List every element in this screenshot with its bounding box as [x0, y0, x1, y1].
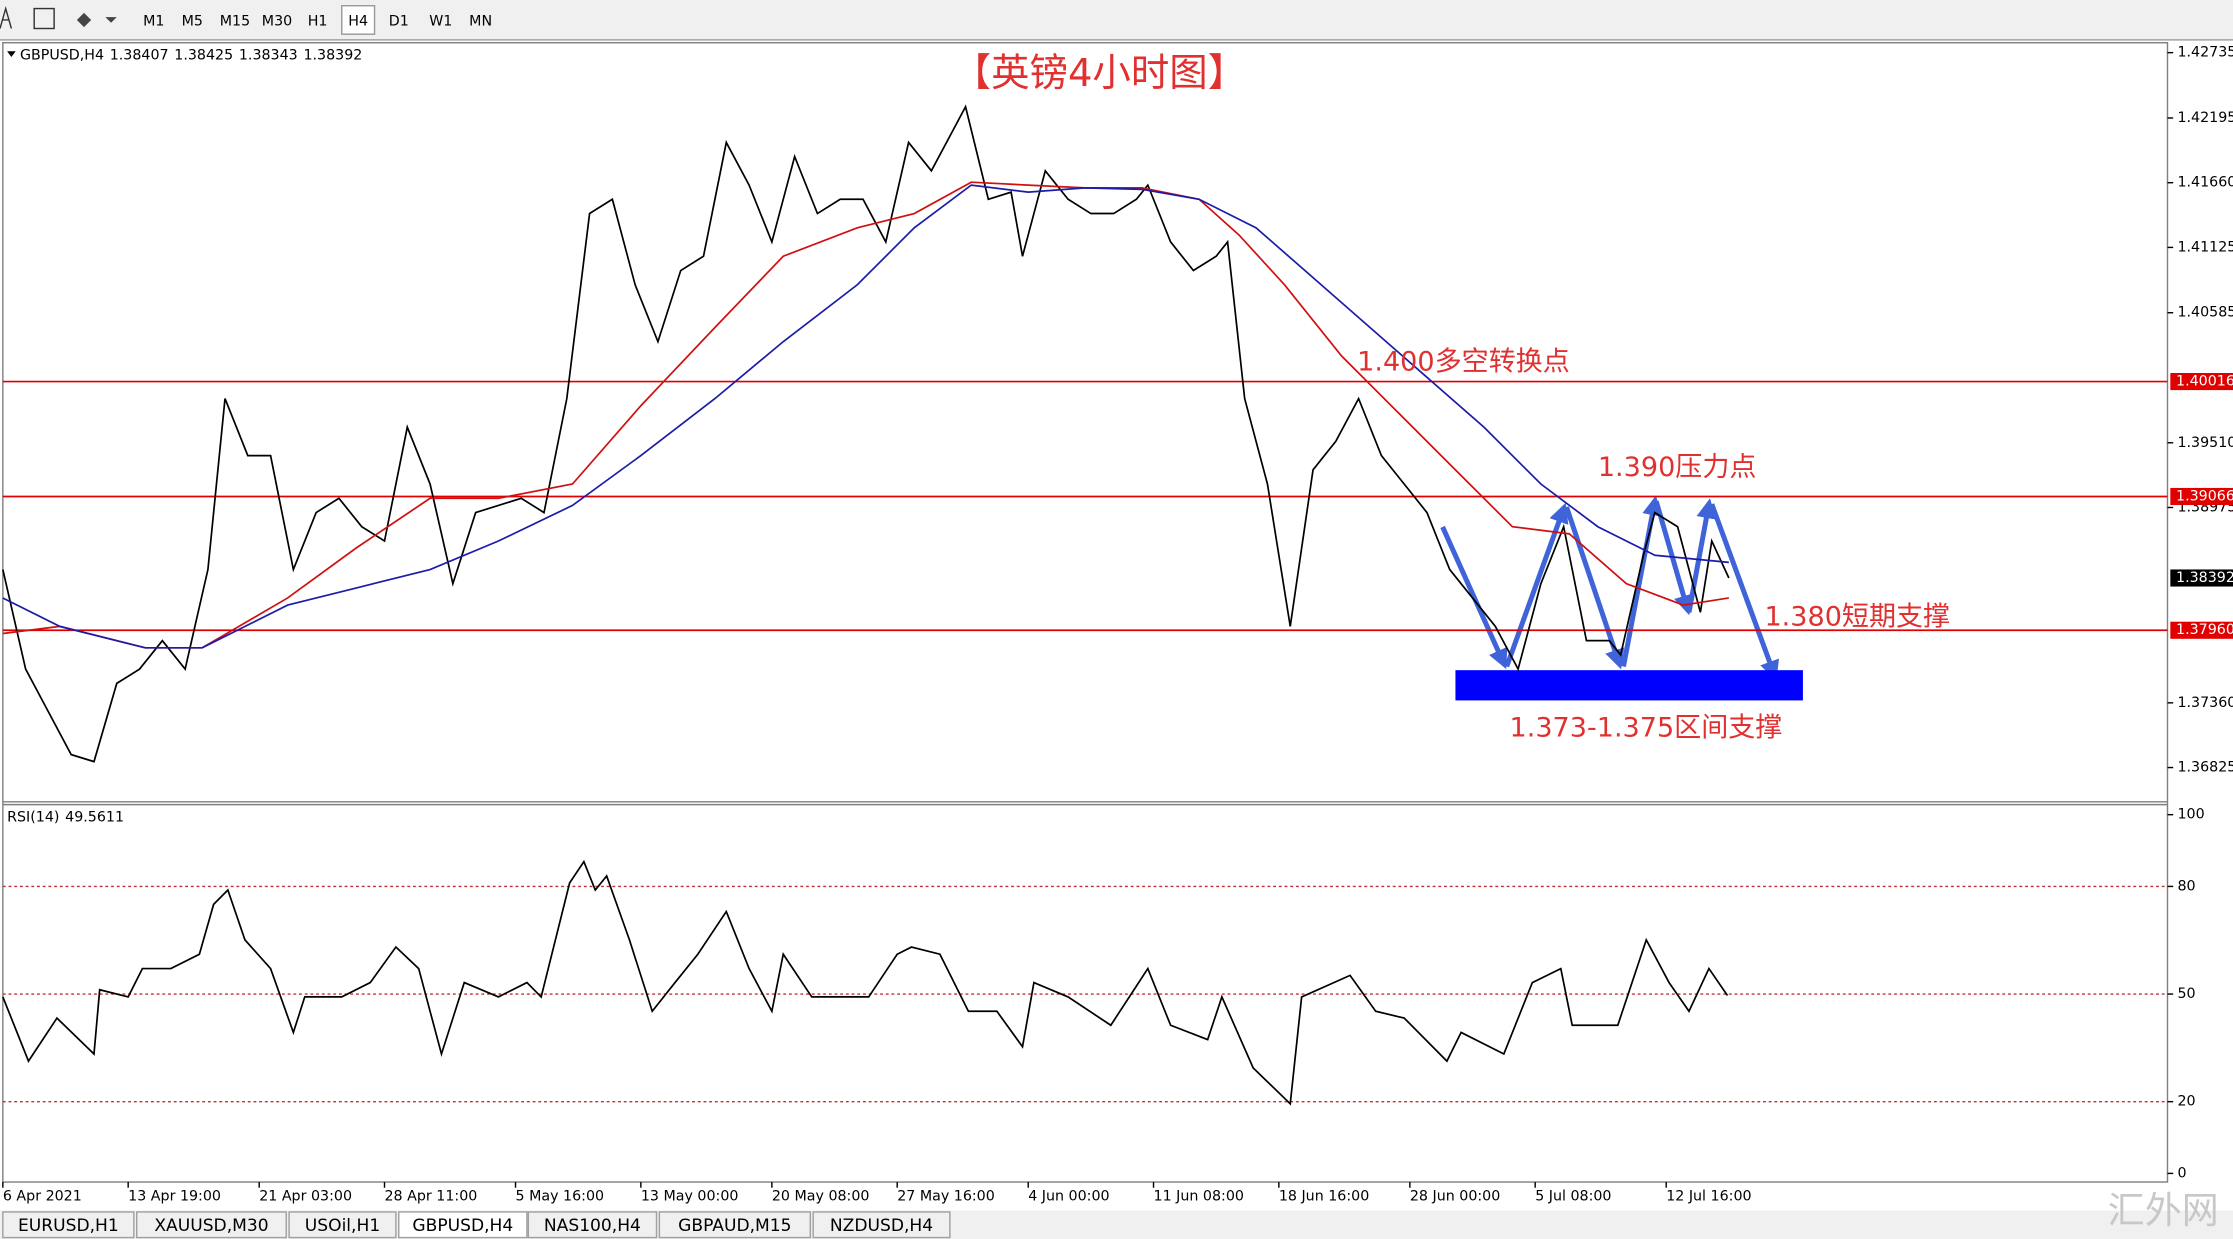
- chart-frame: [2, 42, 2169, 1183]
- y-tick-label: 80: [2177, 878, 2195, 894]
- ohlc-value: 1.38407: [110, 48, 169, 64]
- chart-tab-label: USOil,H1: [305, 1216, 380, 1236]
- timeframe-button[interactable]: H4: [348, 13, 368, 29]
- level-tag-label: 1.37960: [2176, 622, 2233, 638]
- x-tick-label: 27 May 16:00: [897, 1188, 995, 1204]
- price-line: [2, 104, 1730, 763]
- x-tick-label: 13 May 00:00: [641, 1188, 739, 1204]
- y-tick-label: 0: [2177, 1165, 2186, 1181]
- x-tick-label: 18 Jun 16:00: [1279, 1188, 1369, 1204]
- level-tag: [2170, 487, 2233, 506]
- y-tick-label: 20: [2177, 1094, 2195, 1110]
- y-tick-label: 1.39510: [2177, 435, 2233, 451]
- y-tick-label: 1.42195: [2177, 110, 2233, 126]
- y-tick-label: 1.41125: [2177, 239, 2233, 255]
- ma-line: [2, 184, 1729, 649]
- indicator-name: RSI(14): [7, 809, 59, 825]
- level-tag: [2170, 621, 2233, 639]
- symbol: GBPUSD,H4: [20, 48, 104, 64]
- timeframe-button[interactable]: MN: [469, 13, 492, 29]
- chart-tab-label: EURUSD,H1: [18, 1216, 119, 1236]
- timeframe-button[interactable]: H1: [308, 13, 328, 29]
- chart-tab[interactable]: [527, 1211, 658, 1239]
- level-tag-label: 1.40016: [2176, 374, 2233, 390]
- timeframe-active: [341, 4, 376, 35]
- chart-tab-label: XAUUSD,M30: [154, 1216, 268, 1236]
- x-tick-label: 28 Jun 00:00: [1410, 1188, 1500, 1204]
- indicator-value: 49.5611: [65, 809, 124, 825]
- chart-tab[interactable]: [658, 1211, 812, 1239]
- ohlc-value: 1.38343: [239, 48, 298, 64]
- chart-tab[interactable]: [2, 1211, 135, 1239]
- annotation: 1.390压力点: [1598, 452, 1757, 483]
- chart-tab-label: NAS100,H4: [544, 1216, 641, 1236]
- chart-title: 【英镑4小时图】: [953, 51, 1247, 96]
- price-line: [2, 859, 1729, 1106]
- chart-tab[interactable]: [136, 1211, 287, 1239]
- chart-tab-label: NZDUSD,H4: [830, 1216, 933, 1236]
- x-tick-label: 5 May 16:00: [516, 1188, 605, 1204]
- timeframe-button[interactable]: M30: [262, 13, 292, 29]
- x-tick-label: 28 Apr 11:00: [385, 1188, 478, 1204]
- y-tick-label: 1.41660: [2177, 175, 2233, 191]
- x-tick-label: 20 May 08:00: [772, 1188, 870, 1204]
- label-tool-icon[interactable]: [33, 7, 55, 30]
- ohlc-value: 1.38392: [303, 48, 362, 64]
- chart-header: GBPUSD,H4 1.38407 1.38425 1.38343 1.38392: [20, 48, 362, 64]
- last-price-tag: [2170, 569, 2233, 587]
- timeframe-button[interactable]: M15: [220, 13, 250, 29]
- y-tick-label: 1.42735: [2177, 45, 2233, 61]
- ohlc-value: 1.38425: [174, 48, 233, 64]
- timeframe-button[interactable]: M5: [182, 13, 203, 29]
- timeframe-button[interactable]: D1: [389, 13, 409, 29]
- support-zone: [1455, 670, 1803, 701]
- x-tick-label: 13 Apr 19:00: [128, 1188, 221, 1204]
- y-tick-label: 1.37360: [2177, 695, 2233, 711]
- y-tick-label: 50: [2177, 986, 2195, 1002]
- timeframe-button[interactable]: W1: [429, 13, 452, 29]
- annotation: 1.373-1.375区间支撑: [1510, 713, 1783, 744]
- y-tick-label: 1.40585: [2177, 305, 2233, 321]
- y-tick-label: 100: [2177, 807, 2204, 823]
- x-tick-label: 5 Jul 08:00: [1535, 1188, 1611, 1204]
- x-tick-label: 6 Apr 2021: [3, 1188, 82, 1204]
- watermark: 汇外网: [2108, 1189, 2219, 1232]
- text-tool-icon[interactable]: [0, 5, 13, 29]
- header-arrow: [7, 51, 16, 57]
- ma-line: [2, 181, 1729, 649]
- objects-tool-icon[interactable]: [76, 12, 117, 28]
- x-tick-label: 21 Apr 03:00: [259, 1188, 352, 1204]
- y-tick-label: 1.36825: [2177, 760, 2233, 776]
- x-tick-label: 11 Jun 08:00: [1154, 1188, 1244, 1204]
- chart-tab-label: GBPUSD,H4: [412, 1216, 513, 1236]
- level-tag: [2170, 373, 2233, 391]
- chart-tab[interactable]: [812, 1211, 951, 1239]
- level-tag-label: 1.39066: [2176, 488, 2233, 504]
- x-tick-label: 4 Jun 00:00: [1028, 1188, 1109, 1204]
- chart-tab[interactable]: [398, 1211, 528, 1239]
- x-tick-label: 12 Jul 16:00: [1666, 1188, 1751, 1204]
- annotation: 1.380短期支撑: [1764, 602, 1950, 633]
- toolbar-bg: [0, 0, 2233, 40]
- indicator-header: RSI(14) 49.5611: [7, 809, 124, 825]
- timeframe-button[interactable]: M1: [143, 13, 164, 29]
- annotation: 1.400多空转换点: [1357, 347, 1570, 378]
- chart-tab[interactable]: [288, 1211, 397, 1239]
- chart-tab-label: GBPAUD,M15: [678, 1216, 791, 1236]
- last-price-label: 1.38392: [2176, 570, 2233, 586]
